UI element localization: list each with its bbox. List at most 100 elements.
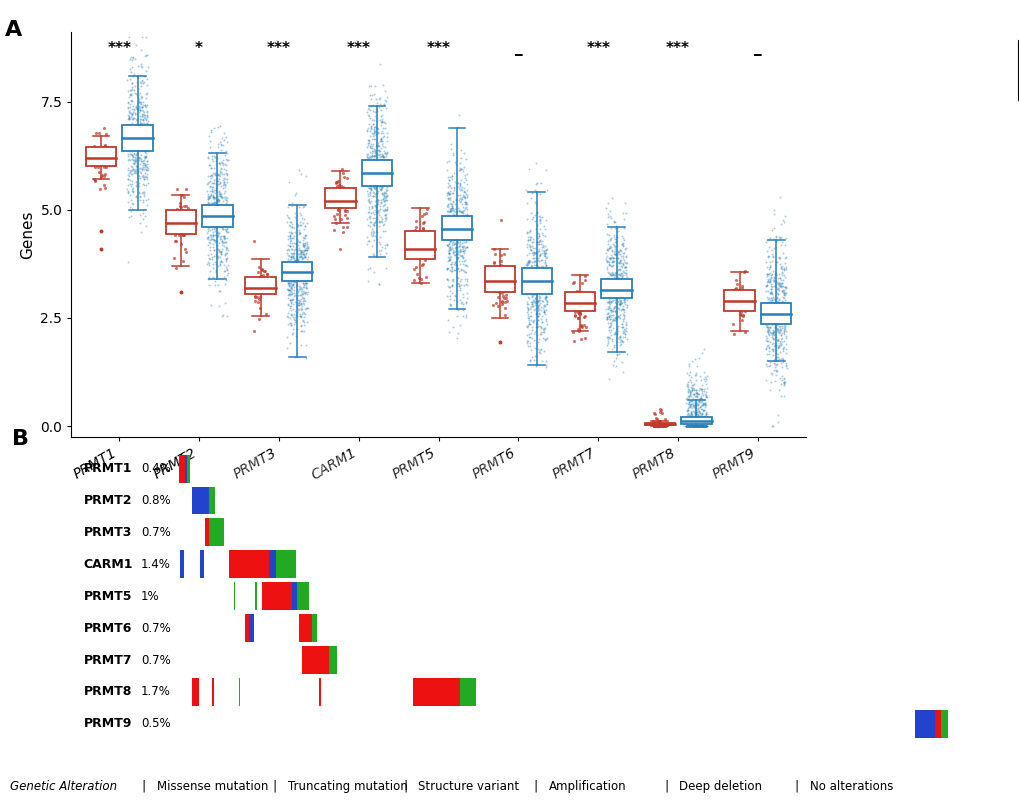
- Point: [734, 290, 750, 303]
- Point: [206, 233, 222, 246]
- Point: [138, 167, 154, 180]
- Point: [606, 285, 623, 298]
- Point: [201, 252, 217, 265]
- Point: [129, 138, 146, 150]
- Point: [119, 130, 136, 143]
- Point: [765, 208, 782, 221]
- Point: [454, 251, 471, 264]
- Point: [364, 177, 380, 190]
- Point: [209, 121, 225, 133]
- Point: [444, 201, 461, 214]
- Point: [770, 311, 787, 324]
- Point: [366, 175, 382, 188]
- Point: [608, 312, 625, 325]
- Point: [693, 417, 709, 430]
- Point: [690, 388, 706, 400]
- Point: [279, 233, 296, 246]
- Point: [619, 300, 635, 313]
- Point: [519, 312, 535, 325]
- Point: [176, 190, 193, 203]
- Point: [327, 176, 343, 189]
- Point: [293, 244, 310, 256]
- Point: [455, 210, 472, 222]
- Point: [449, 201, 466, 214]
- Point: [445, 222, 462, 235]
- Point: [279, 258, 296, 271]
- Point: [287, 270, 304, 283]
- Point: [450, 233, 467, 246]
- Point: [697, 390, 713, 403]
- Point: [217, 148, 233, 161]
- Point: [370, 167, 386, 180]
- Point: [521, 238, 537, 251]
- Point: [210, 193, 226, 205]
- Point: [459, 225, 475, 238]
- Point: [201, 209, 217, 222]
- Bar: [86, 147, 116, 167]
- Point: [279, 331, 296, 344]
- Point: [336, 197, 353, 210]
- Point: [361, 158, 377, 171]
- Point: [292, 339, 309, 352]
- Point: [770, 292, 787, 305]
- Point: [680, 406, 696, 419]
- Point: [519, 297, 535, 310]
- Point: [532, 294, 548, 307]
- Point: [522, 344, 538, 357]
- Point: [537, 269, 553, 282]
- Point: [373, 196, 389, 209]
- Point: [602, 259, 619, 272]
- Point: [605, 301, 622, 314]
- Point: [535, 299, 551, 311]
- Point: [137, 159, 153, 172]
- Point: [374, 150, 390, 163]
- Point: [439, 245, 455, 258]
- Point: [138, 118, 154, 131]
- Point: [768, 277, 785, 290]
- Y-axis label: Genes: Genes: [20, 210, 35, 259]
- Point: [359, 155, 375, 167]
- Point: [285, 273, 302, 286]
- Point: [683, 397, 699, 410]
- Point: [538, 247, 554, 260]
- Point: [525, 277, 541, 290]
- Point: [690, 420, 706, 433]
- Point: [140, 140, 156, 153]
- Point: [175, 227, 192, 239]
- Point: [288, 307, 305, 320]
- Point: [530, 294, 546, 307]
- Point: [615, 310, 632, 323]
- Point: [692, 409, 708, 422]
- Bar: [246, 614, 249, 642]
- Point: [209, 168, 225, 181]
- Point: [526, 252, 542, 265]
- Point: [496, 308, 513, 321]
- Legend: Normal, Tumor: Normal, Tumor: [1017, 39, 1019, 101]
- Point: [363, 161, 379, 174]
- Point: [687, 405, 703, 418]
- Point: [529, 316, 545, 329]
- Point: [373, 138, 389, 150]
- Point: [441, 243, 458, 256]
- Point: [130, 59, 147, 72]
- Point: [486, 282, 502, 295]
- Point: [446, 244, 463, 257]
- Point: [210, 210, 226, 223]
- Point: [775, 316, 792, 328]
- Point: [458, 231, 474, 244]
- Point: [201, 214, 217, 227]
- Point: [682, 400, 698, 413]
- Point: [686, 420, 702, 433]
- Point: [210, 199, 226, 212]
- Point: [362, 92, 378, 105]
- Point: [122, 193, 139, 206]
- Point: [775, 311, 792, 324]
- Point: [200, 170, 216, 183]
- Point: [603, 251, 620, 264]
- Point: [128, 167, 145, 180]
- Point: [376, 186, 392, 199]
- Point: [530, 261, 546, 274]
- Point: [690, 405, 706, 418]
- Point: [217, 273, 233, 286]
- Point: [601, 210, 618, 222]
